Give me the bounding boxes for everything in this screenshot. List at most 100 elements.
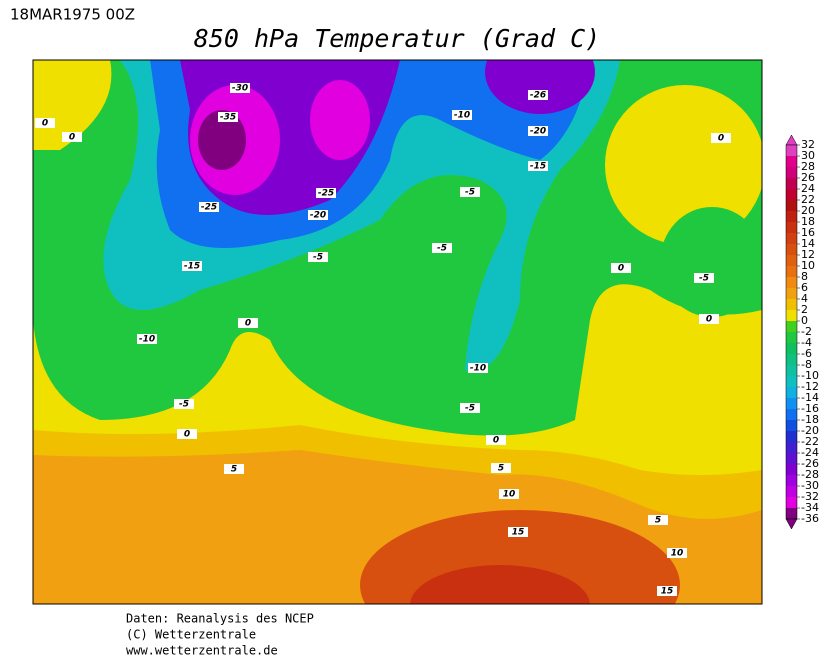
- contour-label: -30: [232, 84, 248, 94]
- contour-label-box: [432, 243, 452, 253]
- contour-label-box: [468, 363, 488, 373]
- contour-label: 0: [706, 315, 712, 325]
- contour-label: -5: [313, 253, 323, 263]
- field-band: [485, 60, 595, 114]
- contour-label-box: [316, 188, 336, 198]
- colorbar-band: [786, 288, 797, 299]
- colorbar-tick-label: 10: [801, 259, 815, 272]
- colorbar-tick-label: -26: [801, 457, 819, 470]
- contour-label-box: [667, 548, 687, 558]
- contour-label: 0: [245, 319, 251, 329]
- contour-label-box: [35, 118, 55, 128]
- colorbar-band: [786, 497, 797, 508]
- contour-label: -25: [318, 189, 334, 199]
- contour-label-box: [182, 261, 202, 271]
- colorbar-tick-label: -16: [801, 402, 819, 415]
- colorbar-band: [786, 233, 797, 244]
- contour-label: 10: [671, 549, 684, 559]
- colorbar-band: [786, 310, 797, 321]
- colorbar-tick-label: 6: [801, 281, 808, 294]
- contour-label-box: [528, 90, 548, 100]
- contour-label: -35: [220, 113, 236, 123]
- colorbar-tick-label: -36: [801, 512, 819, 525]
- colorbar-band: [786, 475, 797, 486]
- colorbar-tick-label: 22: [801, 193, 815, 206]
- colorbar-tick-label: -2: [801, 325, 812, 338]
- contour-label-box: [177, 429, 197, 439]
- colorbar-band: [786, 343, 797, 354]
- colorbar-band: [786, 277, 797, 288]
- colorbar-band: [786, 398, 797, 409]
- colorbar-band: [786, 332, 797, 343]
- contour-label-box: [137, 334, 157, 344]
- colorbar-tick-label: -30: [801, 479, 819, 492]
- colorbar-band: [786, 222, 797, 233]
- colorbar-tick-label: -20: [801, 424, 819, 437]
- contour-label-box: [452, 110, 472, 120]
- colorbar-cap: [785, 134, 798, 146]
- contour-label: -25: [201, 203, 217, 213]
- colorbar-band: [786, 464, 797, 475]
- colorbar-tick-label: -18: [801, 413, 819, 426]
- colorbar-band: [786, 145, 797, 156]
- colorbar-band: [786, 365, 797, 376]
- colorbar-tick-label: 0: [801, 314, 808, 327]
- contour-label-box: [308, 252, 328, 262]
- colorbar-tick-label: -28: [801, 468, 819, 481]
- colorbar-band: [786, 442, 797, 453]
- colorbar-tick-label: 28: [801, 160, 815, 173]
- field-band: [198, 110, 246, 170]
- colorbar-band: [786, 409, 797, 420]
- colorbar: 32302826242220181614121086420-2-4-6-8-10…: [785, 134, 819, 530]
- colorbar-tick-label: 18: [801, 215, 815, 228]
- contour-label-box: [694, 273, 714, 283]
- colorbar-tick-label: 26: [801, 171, 815, 184]
- footer-line: Daten: Reanalysis des NCEP: [126, 612, 314, 626]
- contour-label: -5: [437, 244, 447, 254]
- contour-label: 0: [493, 436, 499, 446]
- contour-label-box: [460, 187, 480, 197]
- contour-label: 0: [618, 264, 624, 274]
- colorbar-tick-label: 2: [801, 303, 808, 316]
- colorbar-band: [786, 453, 797, 464]
- contour-label-box: [230, 83, 250, 93]
- contour-label: -20: [310, 211, 326, 221]
- colorbar-band: [786, 255, 797, 266]
- contour-label-box: [657, 586, 677, 596]
- colorbar-tick-label: -14: [801, 391, 819, 404]
- colorbar-tick-label: -32: [801, 490, 819, 503]
- colorbar-band: [786, 244, 797, 255]
- colorbar-tick-label: 16: [801, 226, 815, 239]
- contour-label: -10: [139, 335, 155, 345]
- colorbar-band: [786, 486, 797, 497]
- colorbar-tick-label: 12: [801, 248, 815, 261]
- contour-label: -26: [530, 91, 546, 101]
- contour-labels: -30 -35 -26 -20 -10 -15 -5 -25 -20 -25 -15 -5 -5 0 0 0 0…: [35, 83, 731, 597]
- contour-label: 0: [42, 119, 48, 129]
- contour-label: 5: [498, 464, 504, 474]
- colorbar-tick-label: 4: [801, 292, 808, 305]
- colorbar-tick-label: -8: [801, 358, 812, 371]
- map-title: 850 hPa Temperatur (Grad C): [194, 24, 600, 53]
- field-band: [605, 85, 762, 245]
- contour-label-box: [648, 515, 668, 525]
- contour-label: 0: [69, 133, 75, 143]
- contour-label-box: [528, 126, 548, 136]
- colorbar-band: [786, 387, 797, 398]
- footer-line: (C) Wetterzentrale: [126, 628, 256, 642]
- colorbar-tick-label: -6: [801, 347, 812, 360]
- contour-label: 0: [718, 134, 724, 144]
- contour-label-box: [528, 161, 548, 171]
- colorbar-tick-label: -22: [801, 435, 819, 448]
- contour-label: 5: [231, 465, 237, 475]
- contour-label-box: [62, 132, 82, 142]
- colorbar-band: [786, 189, 797, 200]
- field-band: [410, 565, 590, 604]
- contour-label: -10: [454, 111, 470, 121]
- colorbar-tick-label: -4: [801, 336, 812, 349]
- contour-label-box: [611, 263, 631, 273]
- colorbar-band: [786, 200, 797, 211]
- field-band: [660, 207, 762, 317]
- colorbar-tick-label: 20: [801, 204, 815, 217]
- colorbar-band: [786, 420, 797, 431]
